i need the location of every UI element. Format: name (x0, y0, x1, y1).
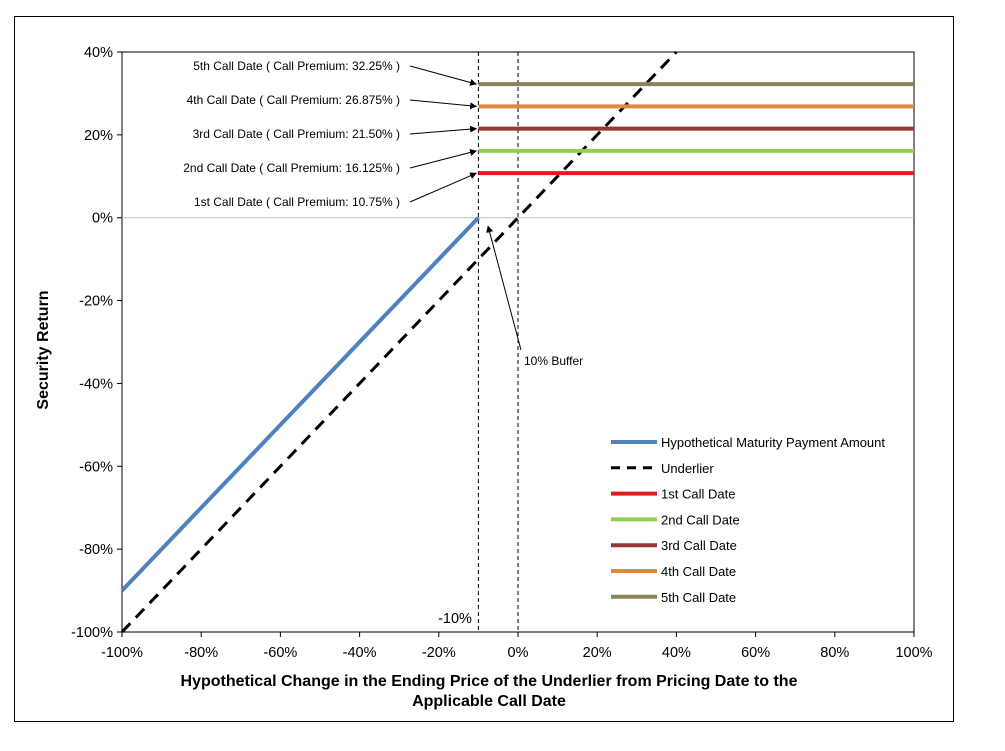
x-tick-label: 40% (662, 645, 691, 661)
x-tick-label: 60% (741, 645, 770, 661)
chart-frame (14, 16, 954, 722)
x-tick-label: -60% (263, 645, 297, 661)
buffer-arrow (486, 225, 522, 351)
x-axis-title: Hypothetical Change in the Ending Price … (181, 673, 798, 690)
annotation-arrow (409, 125, 478, 135)
series-line-0 (120, 216, 480, 592)
annotation-arrow (409, 149, 478, 169)
y-tick-label: 20% (84, 128, 113, 144)
x-tick-label: -40% (343, 645, 377, 661)
y-tick-label: -60% (79, 459, 113, 475)
legend-label: 2nd Call Date (661, 512, 740, 527)
x-tick-label: 80% (820, 645, 849, 661)
call-date-annotation: 1st Call Date ( Call Premium: 10.75% ) (194, 195, 400, 209)
buffer-level-label: -10% (438, 611, 472, 627)
y-tick-label: 0% (92, 211, 113, 227)
call-date-annotation: 4th Call Date ( Call Premium: 26.875% ) (187, 93, 400, 107)
legend-label: Underlier (661, 461, 714, 476)
y-tick-label: -100% (71, 625, 113, 641)
x-tick-label: -100% (101, 645, 143, 661)
series-line-1 (120, 50, 678, 634)
y-tick-label: -80% (79, 542, 113, 558)
x-tick-label: -20% (422, 645, 456, 661)
legend-label: 5th Call Date (661, 590, 736, 605)
x-tick-label: 0% (508, 645, 529, 661)
call-date-annotation: 2nd Call Date ( Call Premium: 16.125% ) (183, 161, 400, 175)
x-axis-title-line2: Applicable Call Date (412, 693, 566, 710)
annotation-arrow (409, 99, 478, 110)
y-tick-label: -40% (79, 376, 113, 392)
x-tick-label: 100% (895, 645, 932, 661)
legend-label: 1st Call Date (661, 487, 735, 502)
legend-label: 4th Call Date (661, 564, 736, 579)
legend-label: Hypothetical Maturity Payment Amount (661, 435, 885, 450)
legend-label: 3rd Call Date (661, 538, 737, 553)
y-tick-label: -20% (79, 294, 113, 310)
annotation-arrow (409, 172, 478, 203)
y-axis-title: Security Return (35, 290, 52, 409)
annotation-arrow (409, 65, 478, 86)
x-tick-label: -80% (184, 645, 218, 661)
x-tick-label: 20% (583, 645, 612, 661)
buffer-label: 10% Buffer (524, 354, 583, 368)
call-date-annotation: 5th Call Date ( Call Premium: 32.25% ) (193, 59, 400, 73)
call-date-annotation: 3rd Call Date ( Call Premium: 21.50% ) (193, 127, 400, 141)
y-tick-label: 40% (84, 45, 113, 61)
